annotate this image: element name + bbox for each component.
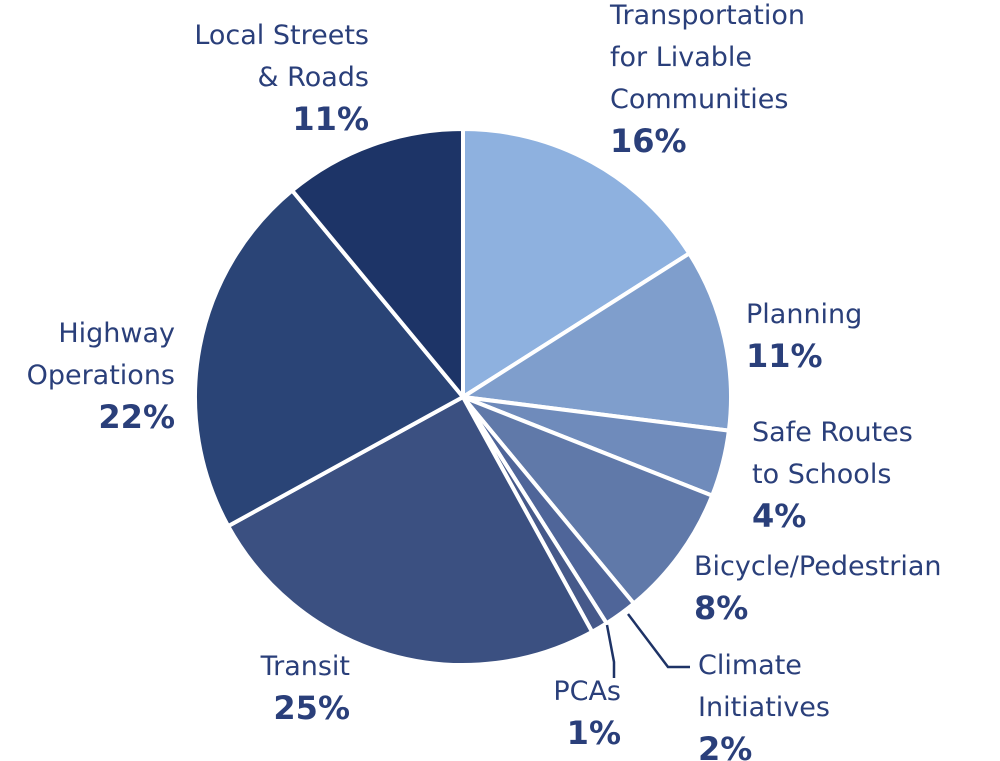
slice-percent-label: 25% [273,689,350,727]
slice-name-line: Transportation [609,0,805,31]
slice-name-line: Transit [260,651,350,682]
slice-label-local-streets-roads: Local Streets & Roads 11% [194,20,369,138]
pie-slice-transit [226,395,595,667]
slice-name-line: Local Streets [194,20,369,51]
pie-slice-highway-operations [193,188,465,529]
pie-slice-bicycle-pedestrian [461,395,715,606]
slice-label-transportation-for-livable-communities: Transportation for Livable Communities 16% [609,0,805,160]
slice-percent-label: 1% [567,714,621,752]
slice-label-pcas: PCAs 1% [553,676,621,752]
slice-name-line: Operations [27,360,175,391]
slice-percent-label: 8% [694,589,748,627]
slice-name-line: Highway [58,318,175,349]
slice-label-highway-operations: Highway Operations 22% [27,318,175,436]
slice-label-safe-routes-to-schools: Safe Routes to Schools 4% [752,417,913,535]
slice-name-line: Safe Routes [752,417,913,448]
slice-percent-label: 4% [752,497,806,535]
pie-slice-planning [461,251,733,433]
slice-percent-label: 22% [98,398,175,436]
slice-label-bicycle-pedestrian: Bicycle/Pedestrian 8% [694,551,942,627]
slice-percent-label: 11% [292,100,369,138]
slice-name-line: Planning [746,299,862,330]
slice-percent-label: 16% [610,122,687,160]
slice-name-line: to Schools [752,459,891,490]
pie-slice-transportation-for-livable-communities [461,127,692,399]
slice-label-transit: Transit 25% [260,651,350,727]
slice-label-planning: Planning 11% [746,299,862,375]
slice-name-line: Climate [698,650,802,681]
pie-slice-local-streets-roads [290,127,465,399]
slice-percent-label: 11% [746,337,823,375]
slice-name-line: Bicycle/Pedestrian [694,551,942,582]
leader-line-climate-initiatives [627,613,690,669]
slice-percent-label: 2% [698,730,752,761]
slice-name-line: Initiatives [698,692,830,723]
leader-line-pcas [605,624,616,678]
slice-name-line: for Livable [610,42,752,73]
slice-name-line: PCAs [553,676,621,707]
slice-name-line: & Roads [258,62,369,93]
slice-name-line: Communities [610,84,788,115]
slice-label-climate-initiatives: Climate Initiatives 2% [698,650,830,761]
